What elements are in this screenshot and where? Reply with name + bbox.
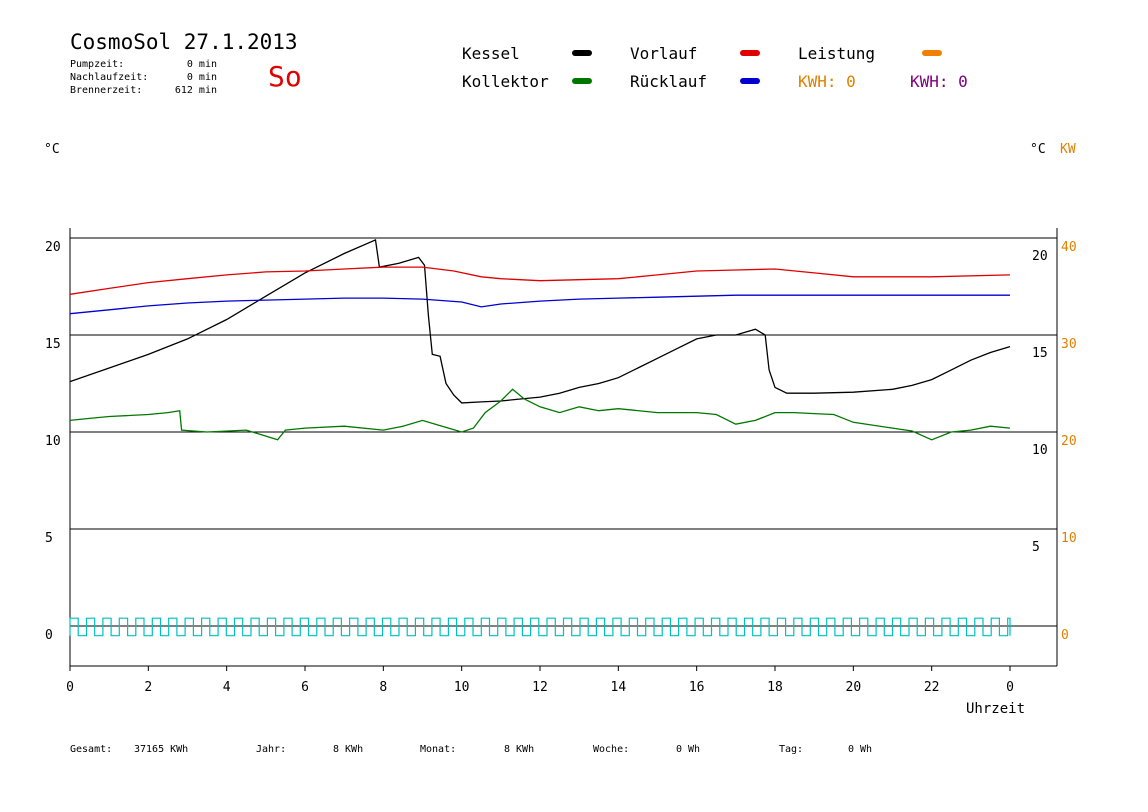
legend-ruecklauf-swatch <box>740 78 760 84</box>
legend-ruecklauf-label: Rücklauf <box>630 72 708 91</box>
y-tick-left-label: 5 <box>45 531 53 546</box>
footer-gesamt-label: Gesamt: <box>70 744 113 755</box>
y-tick-right-label: 10 <box>1032 443 1048 458</box>
stats-labels: Pumpzeit: Nachlaufzeit: Brennerzeit: <box>70 58 148 97</box>
footer-woche-value: 0 Wh <box>676 744 701 755</box>
stat-pumpzeit-value: 0 min <box>186 59 217 70</box>
day-label: So <box>268 60 302 93</box>
x-tick-label: 0 <box>1006 680 1014 695</box>
footer-jahr-label: Jahr: <box>256 744 287 755</box>
x-tick-label: 10 <box>454 680 470 695</box>
y-axis-right-unit: °C <box>1030 142 1046 157</box>
legend-kollektor-swatch <box>572 78 592 84</box>
y-tick-right-label: 20 <box>1032 249 1048 264</box>
series-vorlauf-line <box>69 266 1011 295</box>
legend-kwh-orange: KWH: 0 <box>798 72 856 91</box>
x-tick-label: 2 <box>144 680 152 695</box>
legend-kessel-label: Kessel <box>462 44 520 63</box>
y-tick-kw-label: 40 <box>1061 240 1077 255</box>
legend-leistung-label: Leistung <box>798 44 876 63</box>
x-tick-label: 18 <box>767 680 783 695</box>
y-tick-left-label: 0 <box>45 628 53 643</box>
stat-nachlaufzeit-label: Nachlaufzeit: <box>70 72 149 83</box>
app-title: CosmoSol 27.1.2013 <box>70 30 298 54</box>
y-axis-kw-unit: KW <box>1060 142 1076 157</box>
legend-kessel-swatch <box>572 50 592 56</box>
x-tick-label: 14 <box>611 680 627 695</box>
y-tick-kw-label: 20 <box>1061 434 1077 449</box>
x-tick-label: 22 <box>924 680 940 695</box>
series-rcklauf-line <box>69 294 1010 315</box>
y-tick-left-label: 20 <box>45 240 61 255</box>
x-tick-label: 8 <box>379 680 387 695</box>
stat-nachlaufzeit-value: 0 min <box>186 72 217 83</box>
x-tick-label: 16 <box>689 680 705 695</box>
y-tick-left-label: 15 <box>45 337 61 352</box>
x-axis-label: Uhrzeit <box>966 701 1026 717</box>
footer-tag-label: Tag: <box>779 744 804 755</box>
stat-brennerzeit-value: 612 min <box>174 85 217 96</box>
stat-pumpzeit-label: Pumpzeit: <box>70 59 125 70</box>
y-tick-left-label: 10 <box>45 434 61 449</box>
y-tick-right-label: 15 <box>1032 346 1048 361</box>
footer-monat-label: Monat: <box>420 744 457 755</box>
series-kollektor-line <box>69 388 1011 441</box>
legend-vorlauf-label: Vorlauf <box>630 44 698 63</box>
x-tick-label: 12 <box>532 680 548 695</box>
y-tick-kw-label: 0 <box>1061 628 1069 643</box>
legend-vorlauf-swatch <box>740 50 760 56</box>
legend-leistung-swatch <box>922 50 942 56</box>
legend-kollektor-label: Kollektor <box>462 72 549 91</box>
x-tick-label: 0 <box>66 680 74 695</box>
x-tick-label: 6 <box>301 680 309 695</box>
footer-monat-value: 8 KWh <box>504 744 535 755</box>
series-pump-signal <box>69 617 1011 637</box>
x-tick-label: 4 <box>223 680 231 695</box>
footer-tag-value: 0 Wh <box>848 744 873 755</box>
y-axis-left-unit: °C <box>44 142 60 157</box>
stat-brennerzeit-label: Brennerzeit: <box>70 85 143 96</box>
legend-kwh-purple: KWH: 0 <box>910 72 968 91</box>
y-tick-kw-label: 10 <box>1061 531 1077 546</box>
stats-values: 0 min 0 min 612 min <box>160 58 217 97</box>
y-tick-kw-label: 30 <box>1061 337 1077 352</box>
footer-woche-label: Woche: <box>593 744 630 755</box>
series-kessel-line <box>69 238 1011 404</box>
y-tick-right-label: 5 <box>1032 540 1040 555</box>
footer-jahr-value: 8 KWh <box>333 744 364 755</box>
footer-gesamt-value: 37165 KWh <box>134 744 189 755</box>
x-tick-label: 20 <box>846 680 862 695</box>
